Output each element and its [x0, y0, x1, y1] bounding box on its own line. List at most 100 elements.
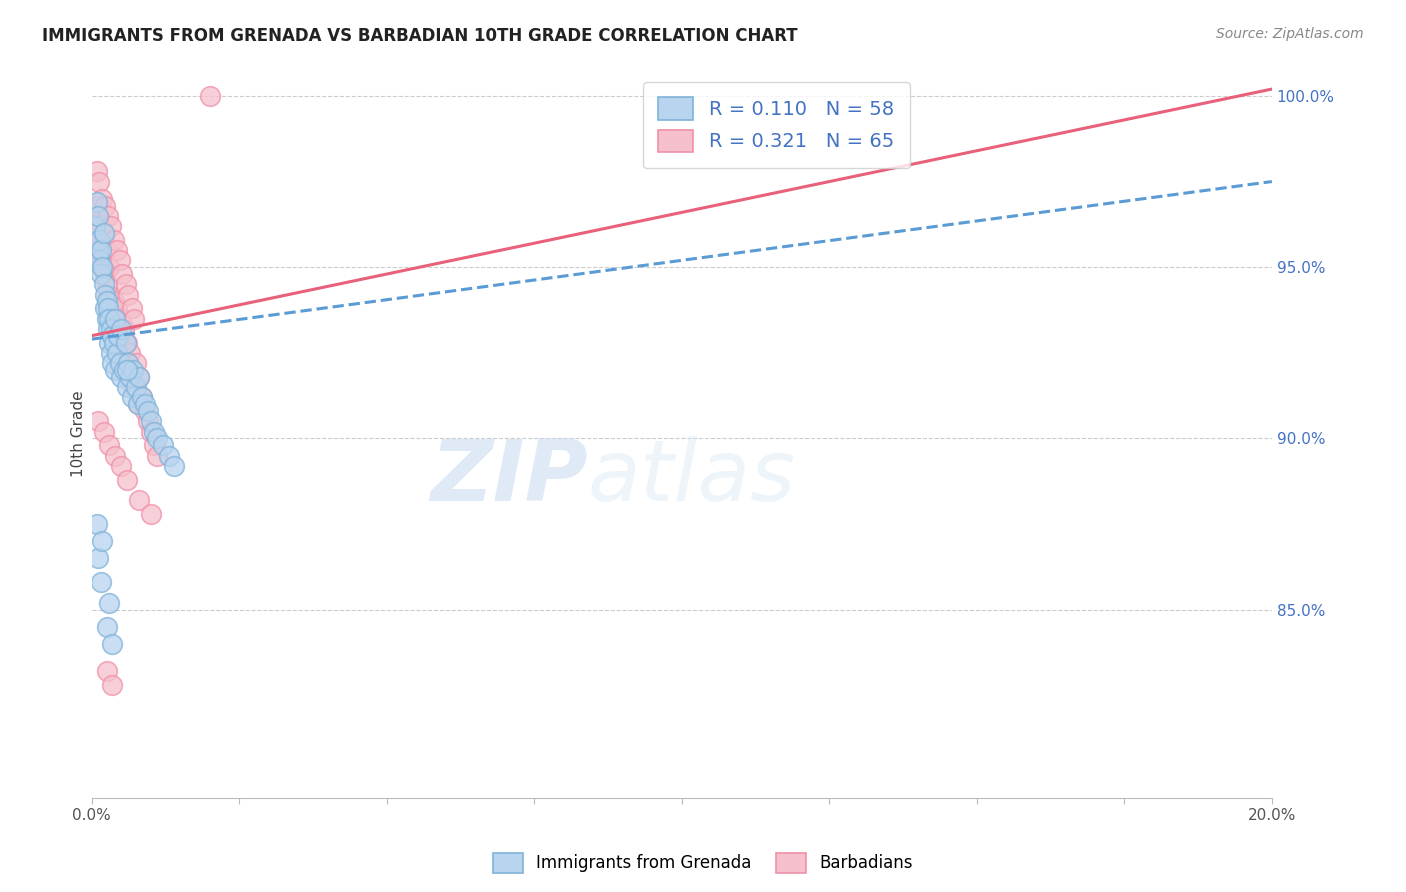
- Point: [100, 346, 122, 360]
- Point: [108, 253, 131, 268]
- Point: [157, 449, 180, 463]
- Point: [112, 363, 135, 377]
- Point: [128, 493, 150, 508]
- Point: [101, 637, 124, 651]
- Point: [105, 301, 128, 316]
- Point: [100, 219, 122, 233]
- Point: [98, 260, 121, 275]
- Text: ZIP: ZIP: [430, 435, 588, 518]
- Point: [91, 260, 114, 275]
- Point: [90, 243, 112, 257]
- Point: [152, 438, 174, 452]
- Point: [105, 346, 128, 360]
- Text: atlas: atlas: [588, 435, 796, 518]
- Point: [125, 380, 148, 394]
- Point: [87, 175, 110, 189]
- Point: [115, 277, 138, 292]
- Point: [94, 267, 117, 281]
- Point: [96, 665, 118, 679]
- Point: [136, 414, 159, 428]
- Point: [93, 233, 115, 247]
- Point: [115, 356, 138, 370]
- Point: [108, 356, 131, 370]
- Point: [107, 328, 129, 343]
- Point: [117, 287, 139, 301]
- Point: [86, 517, 108, 532]
- Point: [115, 363, 138, 377]
- Point: [86, 195, 108, 210]
- Point: [98, 294, 121, 309]
- Point: [87, 233, 110, 247]
- Point: [101, 311, 124, 326]
- Point: [87, 253, 110, 268]
- Point: [122, 363, 145, 377]
- Point: [103, 294, 125, 309]
- Point: [128, 369, 150, 384]
- Point: [90, 243, 112, 257]
- Point: [96, 294, 118, 309]
- Legend: Immigrants from Grenada, Barbadians: Immigrants from Grenada, Barbadians: [486, 847, 920, 880]
- Point: [131, 390, 153, 404]
- Point: [139, 425, 162, 439]
- Point: [122, 380, 145, 394]
- Point: [100, 322, 122, 336]
- Point: [111, 346, 134, 360]
- Point: [98, 311, 121, 326]
- Point: [83, 219, 105, 233]
- Point: [131, 390, 153, 404]
- Point: [115, 473, 138, 487]
- Point: [110, 369, 132, 384]
- Point: [127, 397, 149, 411]
- Point: [136, 404, 159, 418]
- Point: [104, 311, 127, 326]
- Point: [97, 287, 120, 301]
- Y-axis label: 10th Grade: 10th Grade: [72, 390, 86, 476]
- Point: [128, 369, 150, 384]
- Point: [104, 322, 127, 336]
- Point: [93, 260, 115, 275]
- Point: [110, 458, 132, 473]
- Point: [94, 198, 117, 212]
- Point: [90, 267, 112, 281]
- Point: [94, 301, 117, 316]
- Text: IMMIGRANTS FROM GRENADA VS BARBADIAN 10TH GRADE CORRELATION CHART: IMMIGRANTS FROM GRENADA VS BARBADIAN 10T…: [42, 27, 797, 45]
- Point: [120, 346, 142, 360]
- Point: [124, 311, 146, 326]
- Point: [121, 301, 143, 316]
- Point: [87, 233, 110, 247]
- Point: [103, 335, 125, 350]
- Point: [100, 301, 122, 316]
- Point: [98, 596, 121, 610]
- Point: [120, 369, 142, 384]
- Point: [105, 243, 128, 257]
- Point: [112, 322, 135, 336]
- Point: [142, 438, 165, 452]
- Point: [98, 438, 121, 452]
- Point: [121, 390, 143, 404]
- Point: [104, 449, 127, 463]
- Point: [139, 414, 162, 428]
- Point: [86, 198, 108, 212]
- Point: [110, 311, 132, 326]
- Point: [86, 551, 108, 566]
- Point: [97, 301, 120, 316]
- Point: [97, 209, 120, 223]
- Point: [163, 458, 186, 473]
- Point: [108, 335, 131, 350]
- Point: [86, 414, 108, 428]
- Point: [96, 277, 118, 292]
- Point: [93, 425, 115, 439]
- Point: [91, 253, 114, 268]
- Point: [117, 356, 139, 370]
- Point: [139, 507, 162, 521]
- Point: [142, 425, 165, 439]
- Point: [117, 369, 139, 384]
- Point: [86, 209, 108, 223]
- Point: [91, 534, 114, 549]
- Point: [198, 89, 221, 103]
- Point: [134, 397, 156, 411]
- Point: [98, 335, 121, 350]
- Point: [101, 678, 124, 692]
- Point: [90, 219, 112, 233]
- Point: [145, 432, 167, 446]
